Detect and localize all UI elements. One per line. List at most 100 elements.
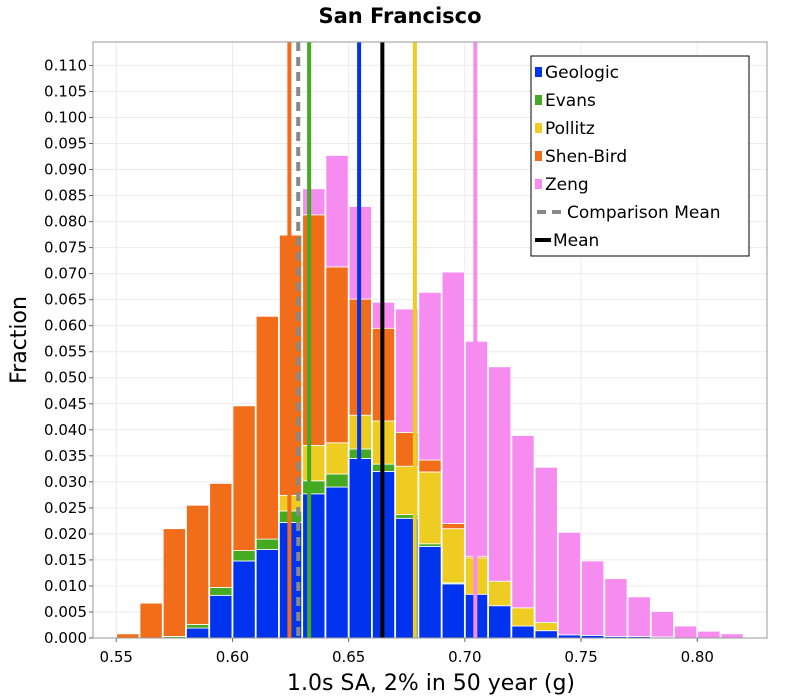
- chart-title: San Francisco: [318, 4, 481, 28]
- y-tick-label-20: 0.100: [44, 108, 87, 126]
- legend-label-pollitz: Pollitz: [545, 119, 595, 139]
- y-tick-label-15: 0.075: [44, 239, 87, 257]
- bar-evans-9: [325, 473, 349, 488]
- bar-shen-bird-3: [186, 504, 210, 625]
- bar-pollitz-18: [534, 621, 558, 632]
- legend-box: [530, 55, 750, 257]
- bar-geologic-13: [418, 545, 442, 639]
- x-tick-label-1: 0.60: [216, 648, 249, 666]
- y-tick-label-14: 0.070: [44, 265, 87, 283]
- bar-evans-8: [302, 480, 326, 495]
- bar-shen-bird-9: [325, 266, 349, 444]
- bar-zeng-20: [581, 560, 605, 636]
- bar-zeng-19: [557, 531, 581, 636]
- bar-shen-bird-14: [441, 523, 465, 530]
- bar-zeng-17: [511, 435, 535, 609]
- bar-zeng-9: [325, 155, 349, 268]
- y-tick-label-1: 0.005: [44, 603, 87, 621]
- axes: 0.000 0.005 0.010 0.015 0.020 0.025 0.030 0.035…: [44, 41, 768, 666]
- x-tick-label-0: 0.55: [100, 648, 133, 666]
- y-tick-label-8: 0.040: [44, 421, 87, 439]
- bar-zeng-13: [418, 291, 442, 461]
- bar-shen-bird-1: [139, 602, 163, 639]
- y-tick-label-0: 0.000: [44, 629, 87, 647]
- x-tick-label-5: 0.80: [681, 648, 714, 666]
- bar-evans-4: [209, 587, 233, 596]
- y-tick-label-10: 0.050: [44, 369, 87, 387]
- bar-geologic-18: [534, 630, 558, 639]
- bar-shen-bird-0: [116, 633, 140, 639]
- legend-swatch-zeng: [535, 179, 542, 189]
- bar-zeng-18: [534, 466, 558, 623]
- bar-shen-bird-5: [232, 405, 256, 551]
- bar-zeng-12: [395, 308, 419, 433]
- y-tick-label-11: 0.055: [44, 343, 87, 361]
- y-tick-label-5: 0.025: [44, 499, 87, 517]
- bar-evans-3: [186, 624, 210, 629]
- bar-zeng-26: [720, 633, 744, 639]
- y-tick-label-6: 0.030: [44, 473, 87, 491]
- bar-evans-6: [255, 538, 279, 550]
- bar-zeng-16: [488, 366, 512, 582]
- bar-zeng-23: [650, 611, 674, 638]
- y-axis-title: Fraction: [7, 296, 32, 384]
- legend-swatch-shen-bird: [535, 151, 542, 161]
- y-tick-label-22: 0.110: [44, 56, 87, 74]
- bar-zeng-25: [697, 630, 721, 639]
- y-tick-label-16: 0.080: [44, 213, 87, 231]
- bar-geologic-14: [441, 583, 465, 639]
- bar-geologic-8: [302, 493, 326, 639]
- bar-zeng-8: [302, 188, 326, 216]
- bar-zeng-21: [604, 578, 628, 637]
- y-tick-label-9: 0.045: [44, 395, 87, 413]
- bar-shen-bird-4: [209, 483, 233, 588]
- bar-pollitz-8: [302, 445, 326, 482]
- bar-pollitz-16: [488, 580, 512, 607]
- y-tick-label-7: 0.035: [44, 447, 87, 465]
- y-tick-label-2: 0.010: [44, 577, 87, 595]
- bar-zeng-14: [441, 271, 465, 524]
- y-tick-label-18: 0.090: [44, 161, 87, 179]
- x-axis-title: 1.0s SA, 2% in 50 year (g): [287, 671, 575, 696]
- legend-label-geologic: Geologic: [545, 63, 619, 83]
- bar-geologic-9: [325, 486, 349, 639]
- y-tick-label-21: 0.105: [44, 82, 87, 100]
- y-tick-label-3: 0.015: [44, 551, 87, 569]
- legend-label-evans: Evans: [545, 91, 596, 111]
- bar-geologic-17: [511, 625, 535, 639]
- bar-pollitz-13: [418, 471, 442, 545]
- legend-label-zeng: Zeng: [545, 175, 589, 195]
- bar-evans-5: [232, 550, 256, 562]
- bar-pollitz-14: [441, 528, 465, 584]
- y-tick-label-19: 0.095: [44, 135, 87, 153]
- bar-geologic-6: [255, 549, 279, 639]
- bar-zeng-22: [627, 596, 651, 637]
- legend: Geologic Evans Pollitz Shen-Bird Zeng Compari…: [530, 55, 750, 257]
- legend-label-shen-bird: Shen-Bird: [545, 147, 627, 167]
- bar-geologic-16: [488, 605, 512, 639]
- x-tick-label-3: 0.70: [448, 648, 481, 666]
- legend-swatch-evans: [535, 95, 542, 105]
- x-tick-label-4: 0.75: [564, 648, 597, 666]
- legend-swatch-geologic: [535, 67, 542, 77]
- bar-zeng-24: [674, 625, 698, 639]
- bar-geologic-5: [232, 560, 256, 639]
- bar-geologic-4: [209, 594, 233, 639]
- bar-shen-bird-8: [302, 214, 326, 446]
- bar-shen-bird-6: [255, 315, 279, 540]
- y-tick-label-4: 0.020: [44, 525, 87, 543]
- bar-shen-bird-13: [418, 459, 442, 473]
- legend-swatch-pollitz: [535, 123, 542, 133]
- bar-pollitz-9: [325, 442, 349, 475]
- y-tick-label-12: 0.060: [44, 317, 87, 335]
- bar-geologic-3: [186, 627, 210, 639]
- legend-label-comparison-mean: Comparison Mean: [567, 203, 721, 223]
- x-tick-label-2: 0.65: [332, 648, 365, 666]
- y-tick-label-17: 0.085: [44, 187, 87, 205]
- bar-pollitz-17: [511, 607, 535, 627]
- mean-lines: [287, 42, 478, 638]
- bar-shen-bird-2: [162, 528, 186, 637]
- y-tick-label-13: 0.065: [44, 291, 87, 309]
- legend-label-mean: Mean: [553, 231, 599, 251]
